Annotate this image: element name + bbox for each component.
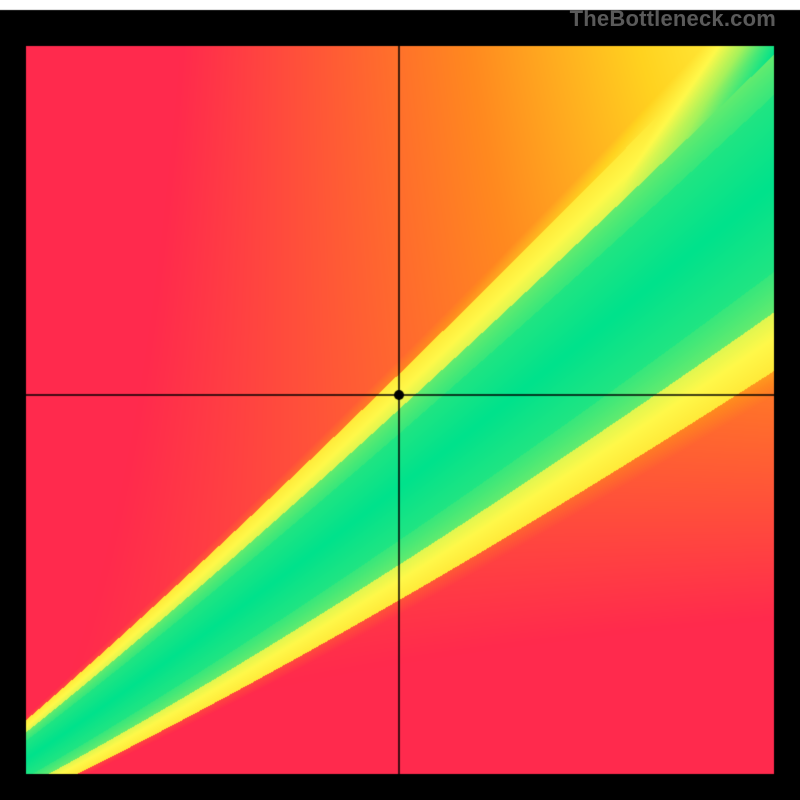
attribution-text: TheBottleneck.com bbox=[570, 6, 776, 32]
bottleneck-heatmap bbox=[0, 0, 800, 800]
